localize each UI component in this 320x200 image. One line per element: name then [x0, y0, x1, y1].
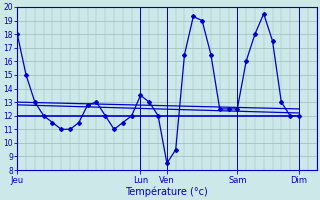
- X-axis label: Température (°c): Température (°c): [125, 186, 208, 197]
